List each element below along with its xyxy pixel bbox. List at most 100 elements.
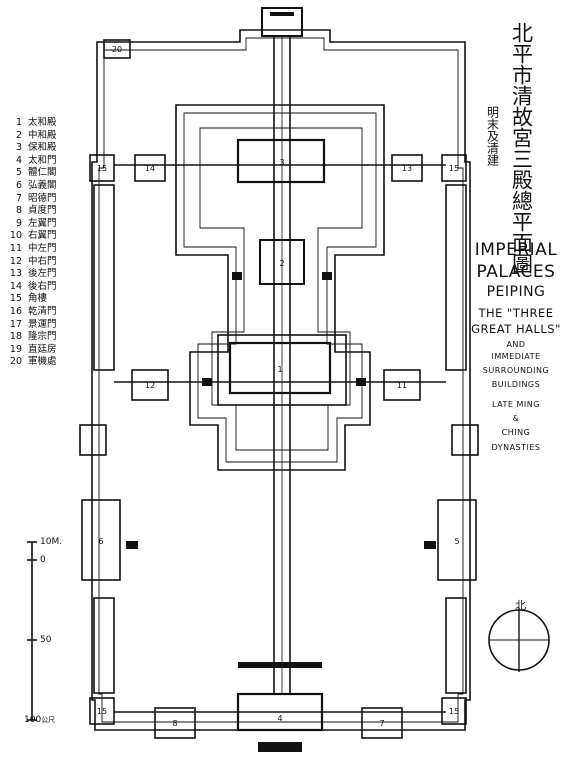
legend-number: 18 [9, 331, 22, 343]
corner-tower-se [441, 697, 467, 725]
scale-label-mid: 50 [40, 635, 52, 645]
chinese-title-text: 北平市清故宮三殿總平面圖 [509, 22, 534, 274]
legend-label: 弘義閣 [28, 179, 57, 191]
legend-item: 13 後左門 [4, 268, 104, 281]
west-colonnade-south [93, 597, 115, 694]
legend-item: 16 乾清門 [4, 306, 104, 319]
building-number-4: 4 [277, 714, 282, 723]
legend-label: 隆宗門 [28, 331, 57, 343]
building-number-15-se: 15 [449, 707, 459, 716]
hall-1-building [228, 341, 332, 395]
building-number-14: 14 [145, 164, 155, 173]
gate-8-building [154, 707, 196, 739]
english-title-line1: IMPERIAL [474, 240, 558, 260]
legend-number: 7 [15, 192, 22, 204]
scale-label-bottom: 100公尺 [24, 715, 55, 725]
legend-number: 5 [15, 167, 22, 179]
legend-number: 12 [9, 255, 22, 267]
legend-item: 18 隆宗門 [4, 331, 104, 344]
legend-list: 1 太和殿 2 中和殿 3 保和殿 4 太和門 5 體仁閣 6 弘義閣 7 昭德門 8 貞度門 … [4, 117, 104, 369]
east-colonnade-south [445, 597, 467, 694]
scale-label-top: 10M. [40, 537, 63, 547]
building-number-15-ne: 15 [449, 164, 459, 173]
legend-item: 7 昭德門 [4, 193, 104, 206]
english-title-line3: PEIPING [486, 284, 546, 300]
pavilion-5 [437, 499, 477, 581]
chinese-title: 北平市清故宮三殿總平面圖 [510, 22, 538, 274]
gate-14-building [134, 154, 166, 182]
legend-item: 11 中左門 [4, 243, 104, 256]
legend-label: 太和門 [28, 154, 57, 166]
north-label: 北 [515, 599, 526, 612]
building-number-1: 1 [277, 365, 282, 374]
english-title-line7: IMMEDIATE [491, 352, 541, 361]
building-number-7: 7 [379, 719, 384, 728]
east-colonnade [445, 184, 467, 371]
inner-terrace-ring-1 [175, 104, 385, 471]
legend-label: 後左門 [28, 268, 57, 280]
scale-bottom-value: 100 [24, 715, 42, 725]
legend-item: 4 太和門 [4, 155, 104, 168]
legend-item: 20 軍機處 [4, 356, 104, 369]
legend-item: 2 中和殿 [4, 130, 104, 143]
legend-number: 13 [9, 268, 22, 280]
legend-label: 體仁閣 [28, 167, 57, 179]
english-title-line12: CHING [501, 428, 531, 437]
legend-number: 10 [9, 230, 22, 242]
legend-item: 17 景運門 [4, 319, 104, 332]
legend-item: 15 角樓 [4, 293, 104, 306]
english-title-line6: AND [506, 340, 526, 349]
building-number-2: 2 [279, 259, 284, 268]
english-title-line8: SURROUNDING [482, 366, 550, 375]
building-number-15-sw: 15 [97, 707, 107, 716]
legend-label: 乾清門 [28, 305, 57, 317]
legend-item: 5 體仁閣 [4, 167, 104, 180]
legend-label: 中右門 [28, 255, 57, 267]
inner-terrace-ring-2 [183, 112, 377, 463]
legend-label: 中和殿 [28, 129, 57, 141]
legend-number: 3 [15, 142, 22, 154]
legend-number: 6 [15, 179, 22, 191]
building-number-12: 12 [145, 381, 155, 390]
pavilion-6 [81, 499, 121, 581]
building-number-20: 20 [112, 45, 122, 54]
legend-number: 8 [15, 205, 22, 217]
legend-label: 中左門 [28, 242, 57, 254]
legend-number: 15 [9, 293, 22, 305]
english-title-line11: & [512, 414, 520, 423]
outer-wall-inner [98, 37, 464, 723]
legend-label: 昭德門 [28, 192, 57, 204]
legend-item: 14 後右門 [4, 281, 104, 294]
gate-10-building [79, 424, 107, 456]
legend-number: 11 [9, 242, 22, 254]
legend-number: 14 [9, 280, 22, 292]
scale-unit: 公尺 [41, 716, 56, 724]
english-title-line9: BUILDINGS [491, 380, 541, 389]
legend-item: 19 直廷房 [4, 344, 104, 357]
legend-label: 保和殿 [28, 142, 57, 154]
gate-7-building [361, 707, 403, 739]
corner-tower-sw [89, 697, 115, 725]
legend-number: 20 [9, 356, 22, 368]
legend-label: 直廷房 [28, 343, 57, 355]
english-title-line10: LATE MING [492, 400, 540, 409]
legend-label: 軍機處 [28, 356, 57, 368]
building-number-13: 13 [402, 164, 412, 173]
legend-label: 角樓 [28, 293, 48, 305]
legend-item: 10 右翼門 [4, 230, 104, 243]
legend-number: 9 [15, 217, 22, 229]
building-number-6: 6 [98, 537, 103, 546]
corner-tower-nw [89, 154, 115, 182]
legend-item: 6 弘義閣 [4, 180, 104, 193]
legend-item: 8 貞度門 [4, 205, 104, 218]
legend-label: 右翼門 [28, 230, 57, 242]
chinese-subtitle: 明末及清建 [485, 106, 503, 166]
legend-label: 太和殿 [28, 117, 57, 128]
scale-label-zero: 0 [40, 555, 46, 565]
legend-item: 1 太和殿 [4, 117, 104, 130]
legend-number: 2 [15, 129, 22, 141]
corner-tower-ne [441, 154, 467, 182]
west-colonnade [93, 184, 115, 371]
english-title-line4: THE "THREE [478, 306, 554, 320]
